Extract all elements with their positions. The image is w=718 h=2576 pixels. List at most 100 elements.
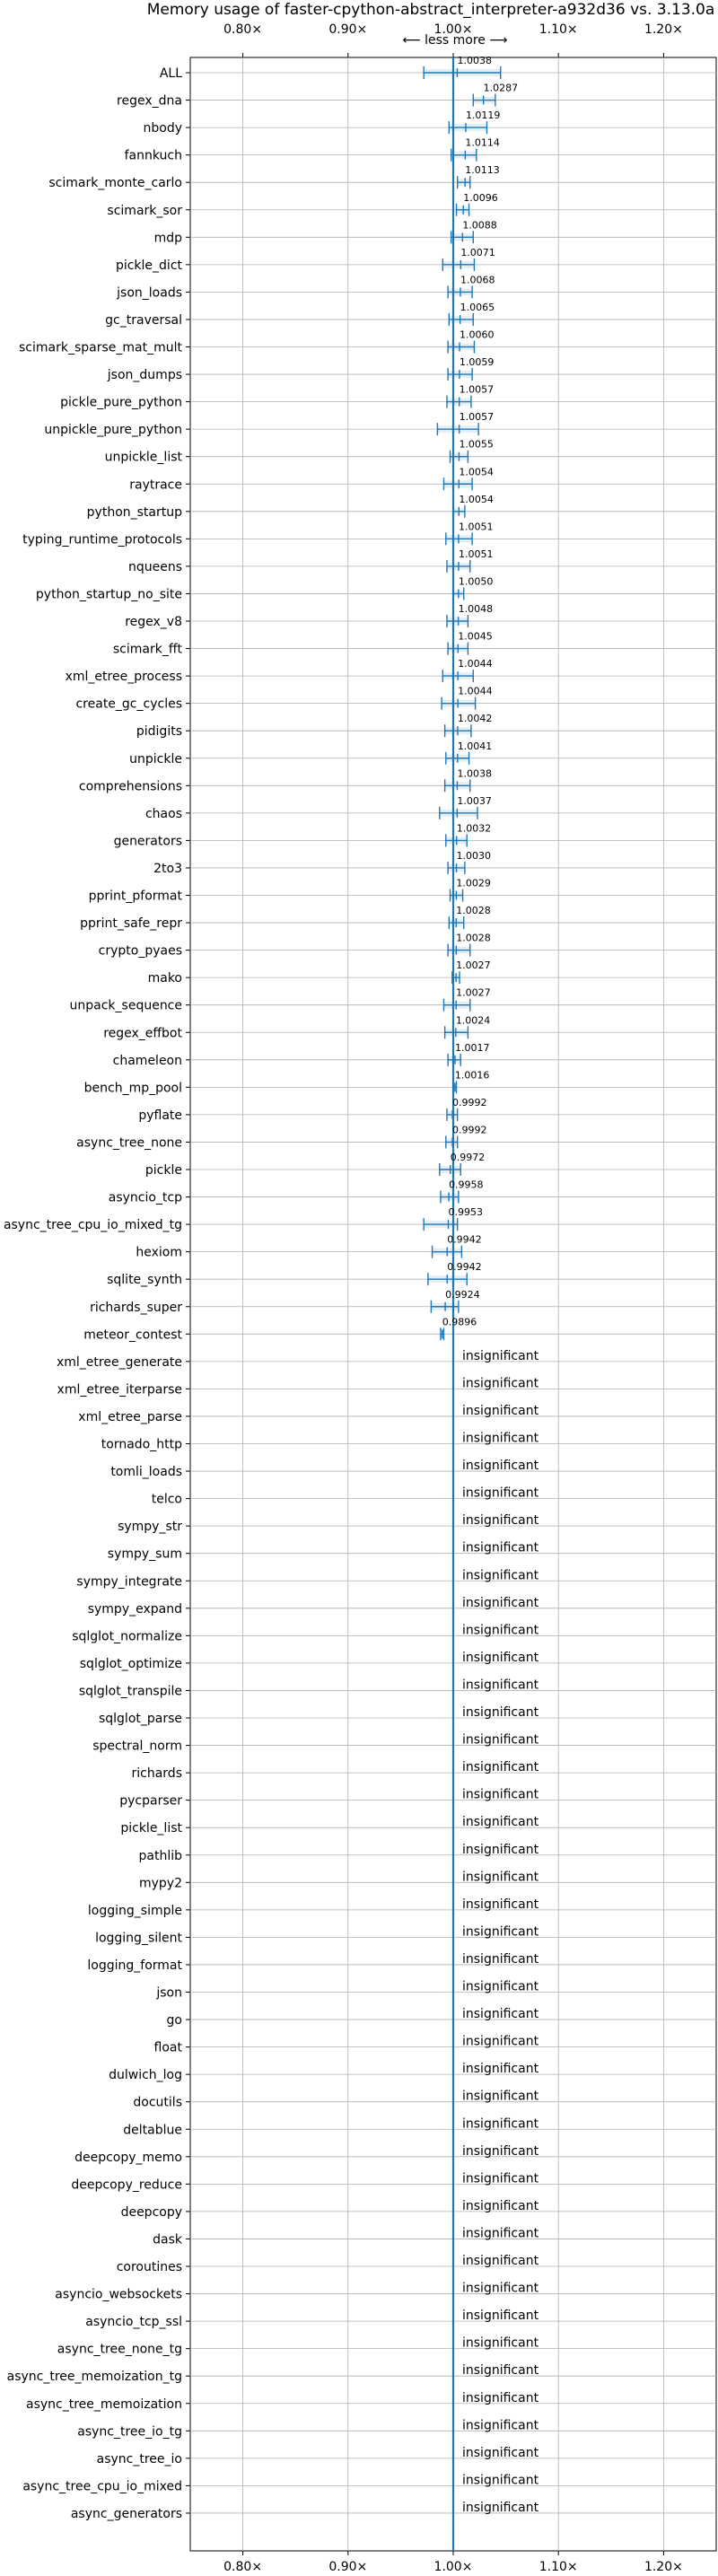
- value-label: 1.0050: [459, 575, 494, 587]
- benchmark-label: ALL: [160, 66, 182, 81]
- insignificant-label: insignificant: [462, 1432, 539, 1446]
- value-label: 0.9942: [447, 1234, 482, 1246]
- data-marks: 1.0038 1.0287 1.0119 1.0114 1.0113 1.0096 1.00…: [423, 55, 539, 2515]
- value-label: 1.0044: [458, 658, 493, 670]
- value-label: 1.0088: [462, 219, 497, 231]
- insignificant-label: insignificant: [462, 1760, 539, 1774]
- benchmark-label: scimark_sor: [107, 204, 182, 218]
- benchmark-label: deepcopy_memo: [74, 2151, 182, 2165]
- benchmark-label: richards_super: [90, 1301, 182, 1315]
- value-label: 1.0027: [456, 959, 491, 971]
- benchmark-label: sqlite_synth: [107, 1273, 182, 1287]
- insignificant-label: insignificant: [462, 2418, 539, 2432]
- benchmark-label: unpickle: [129, 752, 182, 767]
- insignificant-label: insignificant: [462, 2226, 539, 2240]
- benchmark-label: sqlglot_parse: [99, 1712, 182, 1726]
- benchmark-label: typing_runtime_protocols: [22, 532, 182, 547]
- value-label: 1.0028: [456, 933, 491, 944]
- benchmark-label: generators: [114, 834, 182, 848]
- insignificant-label: insignificant: [462, 2090, 539, 2104]
- value-label: 0.9896: [442, 1316, 477, 1327]
- benchmark-label: xml_etree_parse: [78, 1410, 182, 1424]
- insignificant-label: insignificant: [462, 2446, 539, 2460]
- benchmark-label: bench_mp_pool: [84, 1081, 182, 1095]
- benchmark-label: float: [154, 2041, 183, 2055]
- insignificant-label: insignificant: [462, 1349, 539, 1363]
- insignificant-label: insignificant: [462, 1733, 539, 1748]
- insignificant-label: insignificant: [462, 1541, 539, 1555]
- value-label: 1.0071: [460, 247, 495, 258]
- benchmark-label: 2to3: [153, 862, 182, 876]
- benchmark-label: logging_silent: [95, 1931, 182, 1945]
- benchmark-label: json: [155, 1986, 182, 2001]
- value-label: 1.0113: [465, 164, 500, 176]
- benchmark-label: mako: [148, 971, 182, 986]
- insignificant-label: insignificant: [462, 2062, 539, 2076]
- insignificant-label: insignificant: [462, 2035, 539, 2049]
- benchmark-label: dulwich_log: [109, 2068, 182, 2082]
- value-label: 1.0045: [458, 631, 493, 643]
- benchmark-label: async_tree_memoization: [26, 2397, 182, 2412]
- benchmark-label: scimark_sparse_mat_mult: [19, 341, 182, 355]
- direction-label: ⟵ less more ⟶: [403, 33, 508, 48]
- benchmark-label: scimark_monte_carlo: [48, 176, 182, 190]
- x-tick-label-bottom: 1.00×: [434, 2560, 473, 2574]
- insignificant-label: insignificant: [462, 1980, 539, 1994]
- benchmark-label: dask: [153, 2232, 183, 2247]
- benchmark-label: asyncio_websockets: [55, 2288, 182, 2302]
- benchmark-label: async_tree_memoization_tg: [7, 2370, 182, 2384]
- benchmark-label: coroutines: [117, 2260, 182, 2274]
- value-label: 1.0287: [484, 83, 519, 94]
- benchmark-label: sqlglot_transpile: [79, 1684, 182, 1698]
- benchmark-label: async_tree_cpu_io_mixed_tg: [4, 1218, 182, 1232]
- insignificant-label: insignificant: [462, 1815, 539, 1829]
- benchmark-label: json_dumps: [107, 368, 182, 382]
- x-tick-label-top: 1.10×: [539, 22, 578, 37]
- x-tick-label-bottom: 1.10×: [539, 2560, 578, 2574]
- insignificant-label: insignificant: [462, 2473, 539, 2487]
- benchmark-label: sympy_str: [118, 1520, 182, 1534]
- value-label: 1.0041: [458, 740, 492, 752]
- benchmark-label: logging_simple: [88, 1904, 182, 1918]
- insignificant-label: insignificant: [462, 1459, 539, 1473]
- benchmark-label: python_startup_no_site: [36, 587, 182, 601]
- x-tick-label-top: 1.00×: [434, 22, 473, 37]
- benchmark-label: mdp: [154, 231, 183, 245]
- benchmark-label: hexiom: [136, 1246, 182, 1260]
- value-label: 1.0054: [459, 494, 494, 505]
- benchmark-label: chaos: [145, 807, 182, 821]
- benchmark-label: deltablue: [123, 2123, 182, 2137]
- value-label: 1.0029: [456, 878, 491, 889]
- value-label: 1.0048: [459, 603, 494, 615]
- benchmark-label: async_generators: [71, 2507, 182, 2521]
- benchmark-label: pprint_safe_repr: [80, 916, 182, 931]
- benchmark-label: xml_etree_process: [66, 670, 182, 684]
- insignificant-label: insignificant: [462, 1404, 539, 1418]
- benchmark-label: chameleon: [113, 1054, 182, 1068]
- value-label: 1.0051: [459, 548, 493, 560]
- insignificant-label: insignificant: [462, 1788, 539, 1802]
- insignificant-label: insignificant: [462, 1486, 539, 1501]
- value-label: 1.0055: [459, 439, 494, 451]
- insignificant-label: insignificant: [462, 1870, 539, 1884]
- value-label: 1.0044: [458, 686, 493, 697]
- benchmark-label: docutils: [133, 2096, 182, 2110]
- value-label: 0.9924: [445, 1289, 479, 1301]
- benchmark-label: sympy_expand: [88, 1602, 182, 1617]
- value-label: 1.0060: [460, 329, 495, 341]
- insignificant-label: insignificant: [462, 2282, 539, 2296]
- value-label: 1.0042: [458, 713, 492, 724]
- value-label: 1.0032: [457, 822, 491, 834]
- value-label: 0.9972: [451, 1152, 485, 1163]
- insignificant-label: insignificant: [462, 1924, 539, 1939]
- insignificant-label: insignificant: [462, 2199, 539, 2213]
- benchmark-label: xml_etree_generate: [57, 1355, 182, 1370]
- benchmark-label: raytrace: [129, 478, 182, 492]
- benchmark-label: regex_dna: [117, 94, 182, 109]
- x-tick-label-top: 0.80×: [223, 22, 262, 37]
- insignificant-label: insignificant: [462, 1678, 539, 1692]
- x-tick-label-top: 1.20×: [644, 22, 683, 37]
- benchmark-label: spectral_norm: [92, 1739, 182, 1754]
- benchmark-label: async_tree_cpu_io_mixed: [22, 2479, 182, 2493]
- insignificant-label: insignificant: [462, 2144, 539, 2159]
